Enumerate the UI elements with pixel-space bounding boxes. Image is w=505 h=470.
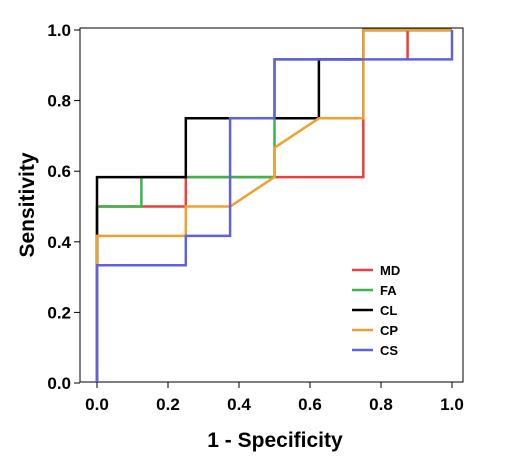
y-tick-label: 0.2 xyxy=(47,303,71,322)
plot-frame xyxy=(79,27,464,383)
series-line-cs xyxy=(95,30,454,383)
y-tick-label: 1.0 xyxy=(47,21,71,40)
x-tick-label: 0.0 xyxy=(85,395,109,414)
legend-label-cp: CP xyxy=(380,323,398,338)
x-tick-label: 0.6 xyxy=(298,395,322,414)
tick-layer: 0.0 0.2 0.4 0.6 0.8 1.0 0.0 0.2 0.4 0.6 0.8 1.0 xyxy=(47,21,463,414)
y-tick-label: 0.4 xyxy=(47,233,71,252)
series-line-cp xyxy=(95,28,452,383)
legend-label-md: MD xyxy=(380,263,400,278)
legend-label-cs: CS xyxy=(380,343,398,358)
y-tick-label: 0.0 xyxy=(47,374,71,393)
x-tick-label: 0.8 xyxy=(369,395,393,414)
y-tick-label: 0.8 xyxy=(47,92,71,111)
y-axis-title: Sensitivity xyxy=(16,152,39,257)
legend-label-fa: FA xyxy=(380,283,397,298)
legend: MD FA CL CP CS xyxy=(352,263,400,358)
x-tick-label: 1.0 xyxy=(440,395,464,414)
x-tick-label: 0.2 xyxy=(156,395,180,414)
x-axis-title: 1 - Specificity xyxy=(207,429,343,452)
series-layer xyxy=(95,28,454,383)
y-tick-label: 0.6 xyxy=(47,162,71,181)
legend-label-cl: CL xyxy=(380,303,397,318)
x-tick-label: 0.4 xyxy=(227,395,251,414)
